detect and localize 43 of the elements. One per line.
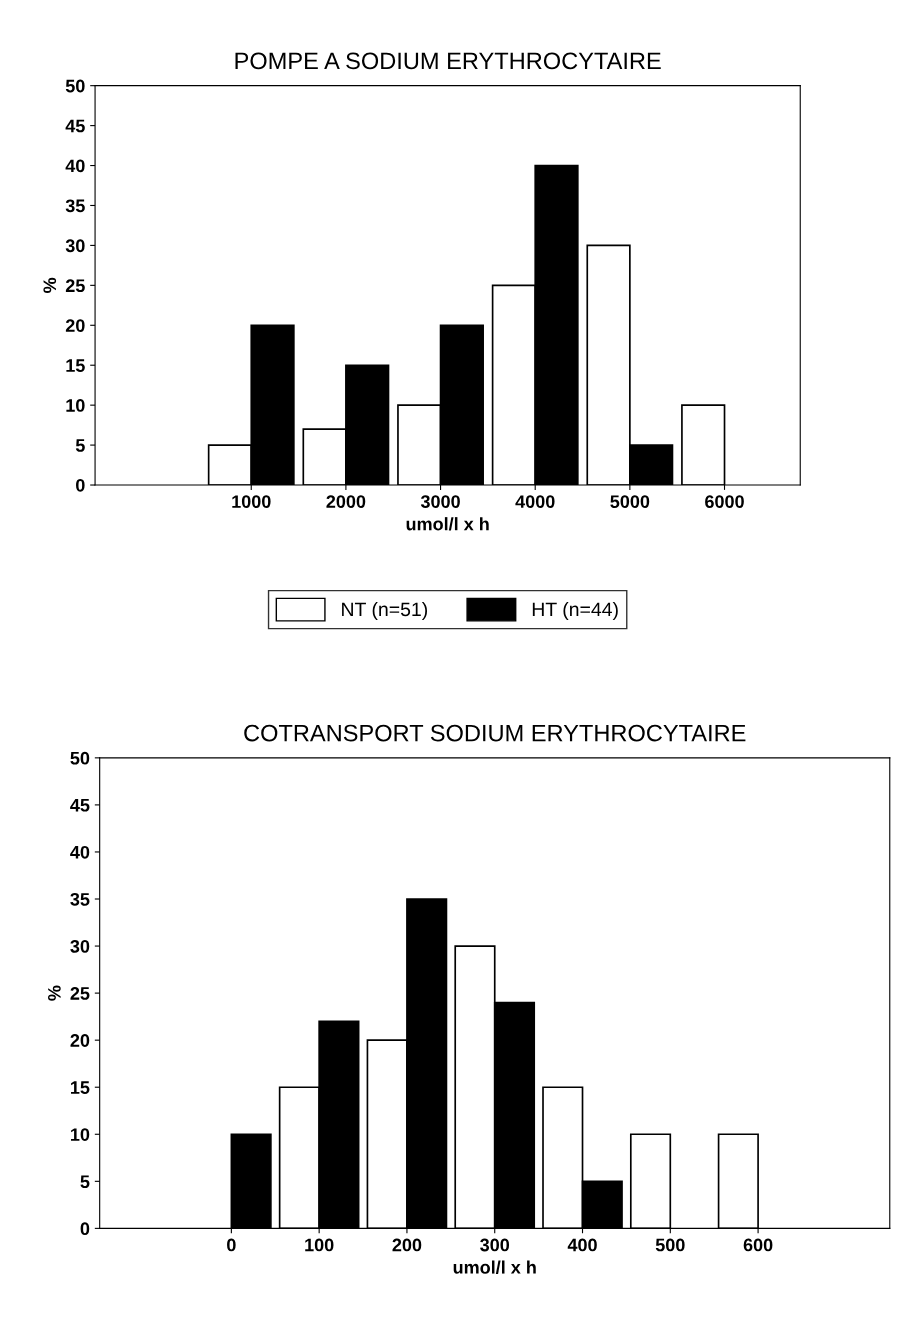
legend-label: HT (n=44) <box>532 601 618 621</box>
y-axis-title: % <box>48 985 61 1001</box>
chart-title: COTRANSPORT SODIUM ERYTHROCYTAIRE <box>244 724 746 742</box>
y-axis-title: % <box>43 277 57 293</box>
y-tick-label: 10 <box>66 399 85 412</box>
x-tick-label: 5000 <box>610 495 650 509</box>
y-tick-label: 0 <box>80 1222 90 1236</box>
y-tick-label: 50 <box>65 79 85 93</box>
legend-label: NT (n=51) <box>342 601 428 621</box>
y-tick-label: 40 <box>65 159 85 173</box>
y-tick-label: 50 <box>70 751 90 765</box>
y-tick-label: 25 <box>65 279 85 293</box>
y-tick-label: 45 <box>65 119 85 133</box>
x-tick-label: 1000 <box>232 495 271 509</box>
x-tick-label: 3000 <box>420 495 460 509</box>
y-tick-label: 15 <box>71 1081 90 1094</box>
y-tick-label: 30 <box>65 239 85 253</box>
x-tick-label: 2000 <box>326 495 366 509</box>
x-tick-label: 400 <box>567 1238 597 1252</box>
chart-title: POMPE A SODIUM ERYTHROCYTAIRE <box>235 52 661 70</box>
y-tick-label: 35 <box>70 892 90 906</box>
x-tick-label: 200 <box>392 1238 422 1252</box>
x-tick-label: 500 <box>655 1238 685 1252</box>
x-tick-label: 0 <box>227 1238 236 1252</box>
x-axis-title: umol/l x h <box>453 1260 536 1274</box>
x-tick-label: 4000 <box>515 495 555 509</box>
x-tick-label: 300 <box>480 1238 510 1252</box>
y-tick-label: 10 <box>71 1128 90 1141</box>
y-tick-label: 20 <box>70 1034 90 1047</box>
y-tick-label: 35 <box>65 199 85 213</box>
y-tick-label: 5 <box>80 1175 90 1189</box>
y-tick-label: 45 <box>70 799 90 812</box>
x-tick-label: 600 <box>743 1238 773 1252</box>
x-tick-label: 100 <box>305 1238 334 1252</box>
y-tick-label: 30 <box>70 939 90 953</box>
y-tick-label: 15 <box>66 359 85 372</box>
x-axis-title: umol/l x h <box>406 517 489 531</box>
x-tick-label: 6000 <box>705 495 744 509</box>
y-tick-label: 5 <box>75 439 85 452</box>
y-tick-label: 25 <box>70 987 90 1000</box>
y-tick-label: 0 <box>76 478 85 492</box>
y-tick-label: 20 <box>65 319 85 332</box>
y-tick-label: 40 <box>70 845 90 859</box>
